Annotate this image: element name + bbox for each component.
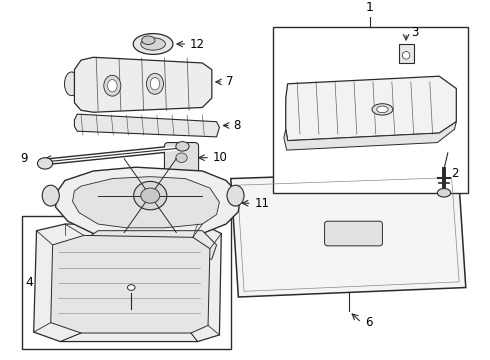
Text: 7: 7 <box>226 75 234 89</box>
Ellipse shape <box>141 188 160 203</box>
Ellipse shape <box>438 189 451 197</box>
Text: 11: 11 <box>254 197 270 210</box>
Ellipse shape <box>227 185 244 206</box>
Polygon shape <box>74 114 220 137</box>
Ellipse shape <box>127 285 135 291</box>
Polygon shape <box>34 224 221 342</box>
Ellipse shape <box>65 72 79 96</box>
Polygon shape <box>73 177 220 228</box>
Polygon shape <box>284 122 456 150</box>
Ellipse shape <box>176 153 187 162</box>
Text: 10: 10 <box>213 151 228 164</box>
Ellipse shape <box>141 38 166 50</box>
Text: 4: 4 <box>25 276 33 289</box>
Ellipse shape <box>37 158 52 169</box>
Polygon shape <box>286 76 456 141</box>
Text: 3: 3 <box>411 26 418 39</box>
Ellipse shape <box>372 104 393 115</box>
Polygon shape <box>74 57 212 112</box>
Text: 5: 5 <box>143 314 150 327</box>
Polygon shape <box>51 235 210 333</box>
Ellipse shape <box>42 185 59 206</box>
Ellipse shape <box>108 80 117 92</box>
Polygon shape <box>231 171 466 297</box>
Text: 8: 8 <box>234 119 241 132</box>
Text: 1: 1 <box>366 1 374 14</box>
Text: 12: 12 <box>190 37 205 50</box>
Ellipse shape <box>142 36 155 45</box>
Text: 2: 2 <box>452 167 459 180</box>
Text: 9: 9 <box>21 152 28 165</box>
Polygon shape <box>77 231 217 259</box>
Text: 6: 6 <box>366 316 373 329</box>
Ellipse shape <box>377 106 388 113</box>
Ellipse shape <box>150 78 160 90</box>
Bar <box>23 216 231 349</box>
Ellipse shape <box>402 51 410 59</box>
Bar <box>398 44 414 63</box>
Ellipse shape <box>147 73 164 94</box>
Bar <box>273 27 467 193</box>
Ellipse shape <box>104 75 121 96</box>
Ellipse shape <box>176 141 189 151</box>
FancyBboxPatch shape <box>324 221 382 246</box>
Ellipse shape <box>133 33 173 54</box>
FancyBboxPatch shape <box>165 143 198 173</box>
Ellipse shape <box>134 181 167 210</box>
Polygon shape <box>55 167 240 237</box>
